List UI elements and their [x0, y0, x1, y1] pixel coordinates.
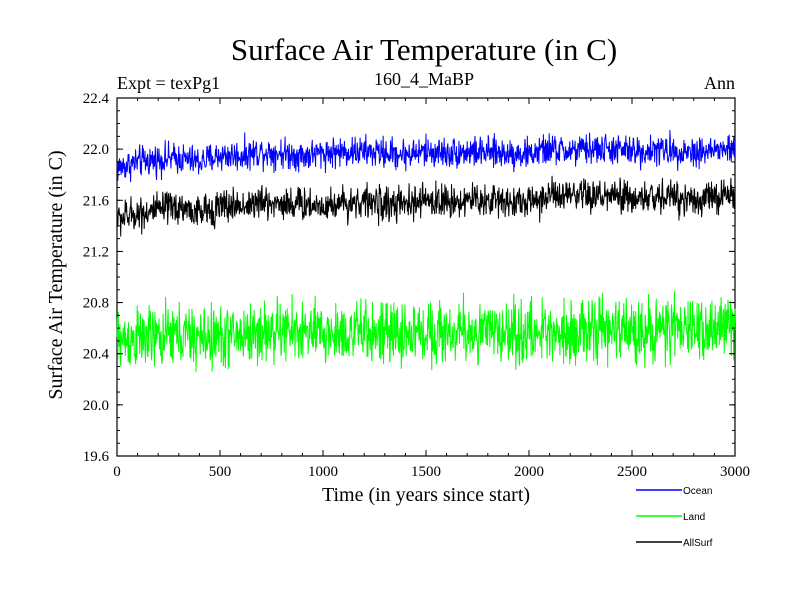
chart-title: Surface Air Temperature (in C): [231, 32, 617, 67]
y-axis-label: Surface Air Temperature (in C): [45, 150, 67, 399]
x-tick-label: 2000: [514, 464, 544, 480]
y-tick-label: 20.0: [83, 398, 109, 414]
y-tick-label: 19.6: [83, 449, 110, 465]
y-tick-label: 21.6: [83, 193, 110, 209]
legend: Ocean Land AllSurf: [636, 486, 713, 549]
legend-label-ocean: Ocean: [683, 486, 712, 497]
x-tick-label: 1000: [308, 464, 338, 480]
x-tick-label: 1500: [411, 464, 441, 480]
y-tick-label: 20.4: [83, 347, 110, 363]
series-line-allsurf: [116, 175, 736, 237]
x-tick-label: 0: [113, 464, 121, 480]
series-line-land: [116, 290, 736, 372]
legend-label-allsurf: AllSurf: [683, 538, 713, 549]
series-layer: [116, 129, 736, 372]
y-tick-label: 20.8: [83, 296, 109, 312]
x-tick-label: 2500: [617, 464, 647, 480]
subtitle-right: Ann: [704, 73, 735, 93]
x-tick-label: 3000: [720, 464, 750, 480]
subtitle-center: 160_4_MaBP: [374, 69, 474, 89]
x-axis-label: Time (in years since start): [322, 484, 530, 506]
subtitle-left: Expt = texPg1: [117, 73, 220, 93]
legend-label-land: Land: [683, 512, 705, 523]
y-tick-label: 22.4: [83, 91, 110, 107]
series-line-ocean: [116, 129, 736, 183]
ticks-layer: 0 500 1000 1500 2000 2500 3000 19.6 20.0 20.4 20.8…: [83, 91, 750, 480]
y-tick-label: 21.2: [83, 244, 109, 260]
y-tick-label: 22.0: [83, 142, 109, 158]
x-tick-label: 500: [209, 464, 232, 480]
